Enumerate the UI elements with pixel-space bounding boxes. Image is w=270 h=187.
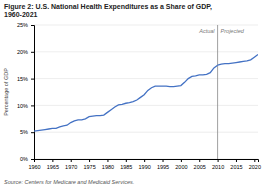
marks xyxy=(34,25,258,159)
y-tick: 0% xyxy=(20,156,34,162)
x-tick: 1985 xyxy=(120,159,132,170)
y-tick: 10% xyxy=(17,103,34,109)
x-tick: 2010 xyxy=(212,159,224,170)
x-tick-mark xyxy=(163,159,164,162)
x-axis: 1960 1965 1970 1975 1980 1985 1990 1995 2000 2005… xyxy=(28,159,261,170)
reference-line xyxy=(217,25,218,159)
y-tick-mark xyxy=(31,52,34,53)
series-label: Actual xyxy=(198,28,215,34)
y-axis: 0% 5% 10% 15% 20% 25% xyxy=(17,22,35,162)
x-tick: 2000 xyxy=(175,159,187,170)
x-tick: 1970 xyxy=(65,159,77,170)
x-tick-mark xyxy=(89,159,90,162)
x-tick-mark xyxy=(144,159,145,162)
x-tick-label: 1985 xyxy=(120,164,132,170)
plot: 1960 1965 1970 1975 1980 1985 1990 1995 2000 2005… xyxy=(17,22,261,170)
y-tick-label: 10% xyxy=(17,103,28,109)
x-tick: 1995 xyxy=(157,159,169,170)
x-tick: 1965 xyxy=(47,159,59,170)
grid-line xyxy=(34,25,258,26)
y-tick: 20% xyxy=(17,49,34,55)
x-tick-mark xyxy=(181,159,182,162)
x-tick-label: 2005 xyxy=(194,164,206,170)
y-tick-label: 5% xyxy=(20,129,28,135)
x-tick-label: 1965 xyxy=(47,164,59,170)
y-tick-mark xyxy=(31,25,34,26)
x-tick: 1975 xyxy=(83,159,95,170)
y-tick: 15% xyxy=(17,76,34,82)
y-tick-mark xyxy=(31,159,34,160)
x-tick-label: 1975 xyxy=(83,164,95,170)
series-line xyxy=(218,54,258,65)
source: Source: Centers for Medicare and Medicai… xyxy=(4,179,134,185)
x-tick-mark xyxy=(107,159,108,162)
chart: Figure 2: U.S. National Health Expenditu… xyxy=(0,0,270,187)
x-tick-label: 2015 xyxy=(230,164,242,170)
x-tick: 1980 xyxy=(102,159,114,170)
x-tick-label: 1960 xyxy=(28,164,40,170)
grid-line xyxy=(34,132,258,133)
y-tick: 5% xyxy=(20,129,34,135)
y-tick-label: 15% xyxy=(17,76,28,82)
x-tick-label: 1995 xyxy=(157,164,169,170)
grid xyxy=(34,25,258,159)
x-tick-label: 2020 xyxy=(249,164,261,170)
y-axis-title: Percentage of GDP xyxy=(3,68,9,116)
x-tick: 2005 xyxy=(194,159,206,170)
y-tick-label: 0% xyxy=(20,156,28,162)
x-tick-mark xyxy=(199,159,200,162)
x-tick-mark xyxy=(71,159,72,162)
grid-line xyxy=(34,78,258,79)
y-tick: 25% xyxy=(17,22,34,28)
x-tick: 2020 xyxy=(249,159,261,170)
x-tick-label: 2010 xyxy=(212,164,224,170)
y-tick-label: 25% xyxy=(17,22,28,28)
title-line: Figure 2: U.S. National Health Expenditu… xyxy=(4,3,212,11)
title: Figure 2: U.S. National Health Expenditu… xyxy=(4,3,212,18)
y-tick-mark xyxy=(31,79,34,80)
y-tick-mark xyxy=(31,132,34,133)
x-axis-line xyxy=(35,160,259,163)
x-tick-label: 1980 xyxy=(102,164,114,170)
x-tick-label: 2000 xyxy=(175,164,187,170)
x-tick-mark xyxy=(236,159,237,162)
y-tick-label: 20% xyxy=(17,49,28,55)
x-tick: 1990 xyxy=(139,159,151,170)
x-tick-mark xyxy=(218,159,219,162)
grid-line xyxy=(34,105,258,106)
title-line: 1960-2021 xyxy=(4,11,38,18)
x-tick-mark xyxy=(254,159,255,162)
x-tick-mark xyxy=(52,159,53,162)
x-tick: 1960 xyxy=(28,159,40,170)
y-axis-line xyxy=(31,26,35,160)
y-tick-mark xyxy=(31,105,34,106)
x-tick-mark xyxy=(126,159,127,162)
x-tick: 2015 xyxy=(230,159,242,170)
series-line xyxy=(34,65,218,131)
series-label: Projected xyxy=(221,28,245,34)
grid-line xyxy=(34,51,258,52)
x-tick-label: 1970 xyxy=(65,164,77,170)
x-tick-label: 1990 xyxy=(139,164,151,170)
